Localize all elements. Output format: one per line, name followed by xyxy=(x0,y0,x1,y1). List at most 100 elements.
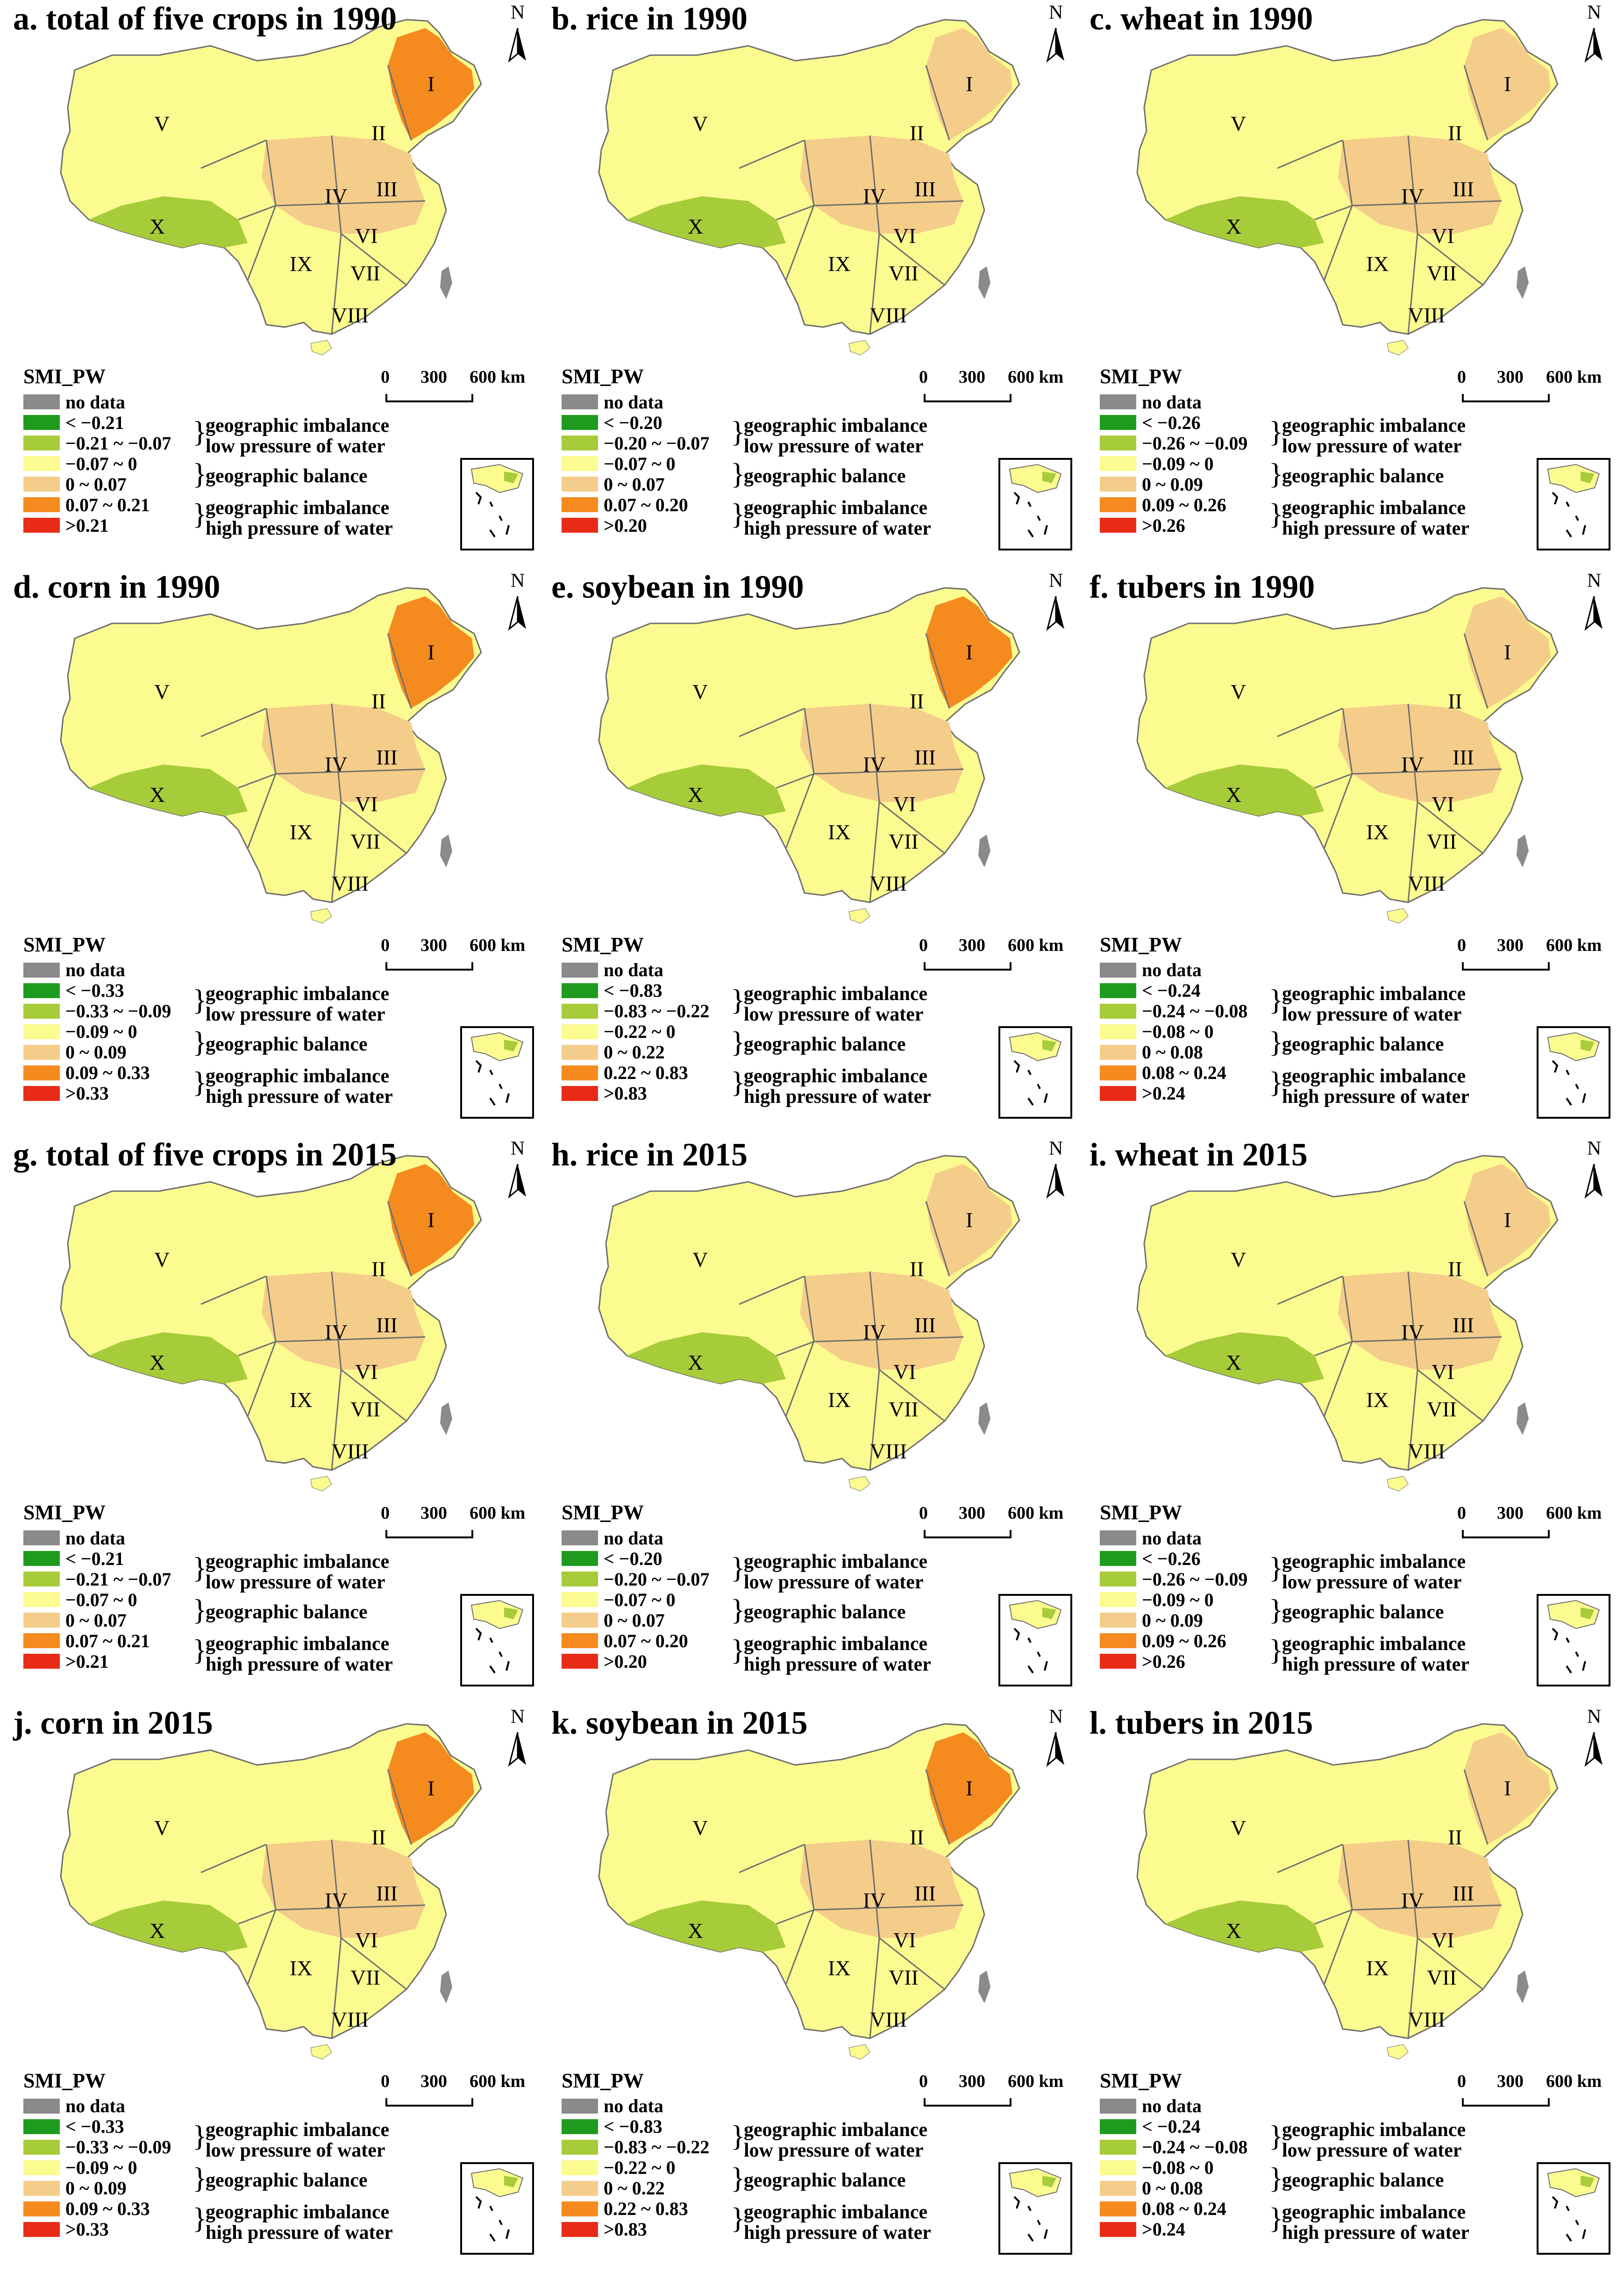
region-label-X: X xyxy=(688,783,703,807)
region-label-VI: VI xyxy=(355,1360,378,1384)
region-label-IX: IX xyxy=(828,1388,851,1412)
northeast-zone xyxy=(388,1164,474,1276)
north-arrow-icon: N xyxy=(1046,2,1064,63)
legend-row-low: −0.83 ~ −0.22 xyxy=(562,2136,709,2158)
region-label-IX: IX xyxy=(828,1956,851,1980)
legend-row-high_high: >0.33 xyxy=(23,1083,109,1104)
legend-label: no data xyxy=(1142,2095,1202,2116)
scale-label-end: 600 km xyxy=(470,367,526,387)
legend-row-no_data: no data xyxy=(1100,2095,1202,2116)
region-label-VIII: VIII xyxy=(332,1439,369,1463)
brace-icon: } xyxy=(1269,2161,1283,2194)
region-label-X: X xyxy=(150,1350,165,1374)
central-plain xyxy=(1338,1272,1502,1370)
legend-group-high: geographic imbalance xyxy=(744,497,928,519)
tibet-plateau xyxy=(627,1332,786,1384)
region-label-VII: VII xyxy=(1427,261,1457,285)
central-plain xyxy=(1338,703,1502,802)
north-arrow-icon: N xyxy=(508,2,526,63)
brace-icon: } xyxy=(1269,1633,1283,1666)
region-label-VII: VII xyxy=(350,1397,380,1421)
legend-swatch-no_data xyxy=(562,394,598,409)
legend-label: < −0.26 xyxy=(1142,1548,1201,1569)
region-label-X: X xyxy=(150,214,165,238)
legend-row-high: 0.22 ~ 0.83 xyxy=(562,2198,688,2219)
scale-label-mid: 300 xyxy=(959,2071,985,2091)
china-map: I II III IV V VI VII VIII IX X N xyxy=(1136,570,1603,924)
legend-row-balance_low: −0.07 ~ 0 xyxy=(23,453,137,474)
legend-label: −0.09 ~ 0 xyxy=(1142,1589,1214,1610)
north-arrow-icon: N xyxy=(508,1138,526,1199)
south-china-sea-inset xyxy=(998,1026,1072,1119)
legend-row-balance_low: −0.09 ~ 0 xyxy=(23,2157,137,2178)
china-map: I II III IV V VI VII VIII IX X N xyxy=(598,2,1064,356)
panel-title: d. corn in 1990 xyxy=(13,569,221,605)
region-label-VIII: VIII xyxy=(870,1439,907,1463)
panel-title: h. rice in 2015 xyxy=(551,1137,748,1173)
scale-bar: 0 300 600 km xyxy=(919,2071,1063,2113)
northeast-zone xyxy=(1464,596,1551,708)
scale-label-zero: 0 xyxy=(1457,935,1466,955)
region-label-VIII: VIII xyxy=(870,303,907,327)
legend-group-low: geographic imbalance xyxy=(1282,983,1466,1005)
legend-group-low: low pressure of water xyxy=(206,2139,385,2161)
scale-bar: 0 300 600 km xyxy=(1457,367,1602,409)
region-label-III: III xyxy=(1453,1313,1474,1337)
legend-row-low_high: < −0.24 xyxy=(1100,980,1201,1001)
svg-text:N: N xyxy=(1049,1706,1063,1728)
region-label-I: I xyxy=(427,1208,434,1232)
scale-bar: 0 300 600 km xyxy=(919,367,1063,409)
region-label-IV: IV xyxy=(325,752,348,776)
legend-swatch-balance_low xyxy=(562,2160,598,2175)
scale-label-zero: 0 xyxy=(1457,367,1466,387)
map-panel-7: I II III IV V VI VII VIII IX X N h. rice… xyxy=(543,1136,1081,1704)
legend-swatch-low xyxy=(1100,436,1136,450)
legend-swatch-low xyxy=(1100,1003,1136,1019)
legend-label: no data xyxy=(1142,391,1202,413)
region-label-V: V xyxy=(154,1248,170,1272)
brace-icon: } xyxy=(731,2161,745,2194)
legend-group-low: low pressure of water xyxy=(1282,1572,1462,1593)
legend-group-low: low pressure of water xyxy=(1282,436,1462,457)
legend-group-high: geographic imbalance xyxy=(1282,2201,1466,2223)
legend-label: < −0.33 xyxy=(65,980,124,1001)
scale-label-end: 600 km xyxy=(470,935,526,955)
south-china-sea-inset xyxy=(460,458,534,550)
china-map: I II III IV V VI VII VIII IX X N xyxy=(1136,2,1603,356)
legend-group-balance: geographic balance xyxy=(744,2169,906,2191)
legend-swatch-high_high xyxy=(23,1654,60,1669)
legend-row-no_data: no data xyxy=(1100,959,1202,980)
legend-label: −0.07 ~ 0 xyxy=(604,453,676,474)
legend-row-high: 0.08 ~ 0.24 xyxy=(1100,1062,1226,1083)
scale-label-mid: 300 xyxy=(420,2071,447,2091)
tibet-plateau xyxy=(89,764,248,816)
northeast-zone xyxy=(1464,1164,1551,1276)
brace-icon: } xyxy=(192,1593,207,1626)
legend-swatch-no_data xyxy=(562,962,598,978)
legend-row-high: 0.09 ~ 0.26 xyxy=(1100,1630,1226,1651)
legend-swatch-high xyxy=(562,1633,598,1648)
region-label-II: II xyxy=(1448,689,1462,713)
legend-swatch-balance_low xyxy=(23,2160,60,2175)
legend-row-high: 0.09 ~ 0.33 xyxy=(23,1062,150,1083)
legend-row-low_high: < −0.83 xyxy=(562,2116,662,2137)
region-label-VIII: VIII xyxy=(332,303,369,327)
panel-title: c. wheat in 1990 xyxy=(1090,1,1313,37)
region-label-X: X xyxy=(1226,783,1241,807)
taiwan-island xyxy=(978,1970,990,2003)
legend-label: 0.07 ~ 0.21 xyxy=(65,1630,150,1651)
legend-swatch-balance_low xyxy=(562,1592,598,1607)
legend-label: no data xyxy=(604,2095,663,2116)
legend-swatch-no_data xyxy=(23,394,60,409)
legend-label: 0.09 ~ 0.26 xyxy=(1142,1630,1226,1651)
region-label-IV: IV xyxy=(863,1888,886,1912)
legend-swatch-low xyxy=(23,1003,60,1019)
northeast-zone xyxy=(926,1732,1012,1844)
region-label-VII: VII xyxy=(889,1965,919,1989)
legend-label: −0.20 ~ −0.07 xyxy=(604,1568,710,1590)
region-label-V: V xyxy=(692,1816,708,1840)
region-label-VII: VII xyxy=(350,261,380,285)
legend-group-high: high pressure of water xyxy=(744,2222,931,2243)
region-label-VIII: VIII xyxy=(1408,303,1445,327)
legend-group-high: geographic imbalance xyxy=(206,1065,390,1087)
